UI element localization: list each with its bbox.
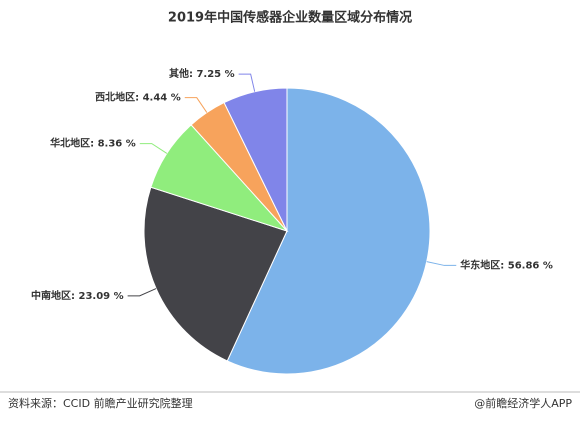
connector (127, 288, 157, 297)
slice-label: 中南地区: 23.09 % (31, 289, 124, 302)
brand: @前瞻经济学人APP (474, 396, 572, 410)
pie-slice (223, 87, 288, 232)
connector (426, 261, 457, 266)
slice-label: 华东地区: 56.86 % (460, 258, 553, 271)
connector (139, 143, 168, 154)
connector (238, 73, 256, 92)
source-note: 资料来源：CCID 前瞻产业研究院整理 (8, 396, 193, 410)
connector (184, 97, 208, 113)
slice-label: 其他: 7.25 % (169, 67, 235, 80)
slice-label: 华北地区: 8.36 % (50, 137, 136, 150)
chart-title: 2019年中国传感器企业数量区域分布情况 (168, 10, 412, 26)
slice-label: 西北地区: 4.44 % (95, 91, 181, 104)
pie-slice (226, 87, 431, 375)
pie-slice (143, 186, 288, 362)
